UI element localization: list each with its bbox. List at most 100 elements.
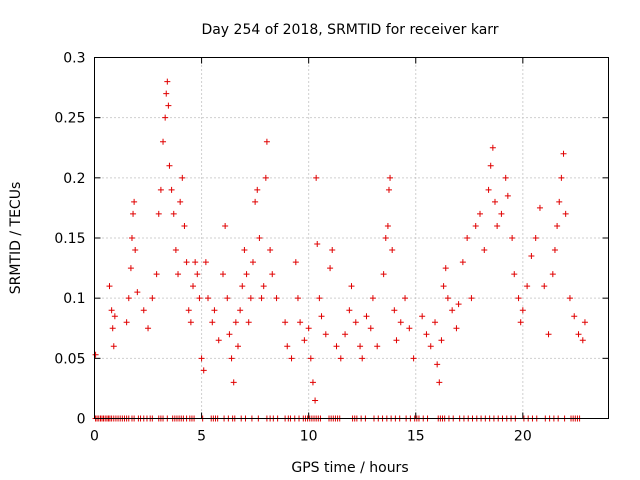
- data-point: [367, 325, 374, 332]
- data-point: [385, 186, 392, 193]
- data-point: [245, 319, 252, 326]
- data-point: [92, 351, 99, 358]
- data-point: [123, 319, 130, 326]
- data-point: [149, 295, 156, 302]
- data-point: [487, 162, 494, 169]
- data-point: [459, 259, 466, 266]
- data-point: [455, 301, 462, 308]
- data-point: [140, 307, 147, 314]
- data-point: [177, 198, 184, 205]
- data-point: [449, 307, 456, 314]
- data-point: [194, 271, 201, 278]
- data-point: [434, 361, 441, 368]
- data-point: [145, 325, 152, 332]
- data-point: [436, 379, 443, 386]
- data-point: [130, 210, 137, 217]
- data-point: [190, 283, 197, 290]
- data-point: [551, 247, 558, 254]
- data-point: [545, 331, 552, 338]
- data-point: [179, 174, 186, 181]
- data-point: [198, 355, 205, 362]
- data-point: [224, 295, 231, 302]
- data-point: [382, 235, 389, 241]
- data-point: [509, 235, 516, 241]
- data-point: [132, 247, 139, 254]
- data-point: [128, 235, 135, 241]
- data-point: [566, 295, 573, 302]
- data-point: [165, 102, 172, 109]
- data-point: [284, 343, 291, 350]
- data-point: [427, 343, 434, 350]
- data-point: [472, 222, 479, 229]
- data-point: [110, 343, 117, 350]
- data-point: [160, 138, 167, 145]
- data-point: [181, 222, 188, 229]
- data-point: [571, 313, 578, 320]
- data-point: [532, 235, 539, 241]
- x-axis-label: GPS time / hours: [291, 460, 408, 476]
- x-tick-label: 15: [407, 429, 425, 445]
- data-point: [249, 259, 256, 266]
- data-point: [292, 259, 299, 266]
- data-point: [384, 222, 391, 229]
- data-point: [489, 144, 496, 151]
- y-tick-label: 0.05: [54, 351, 85, 367]
- data-point: [202, 259, 209, 266]
- y-axis-label: SRMTID / TECUs: [8, 182, 24, 295]
- data-point: [243, 271, 250, 278]
- data-point: [536, 204, 543, 211]
- data-point: [318, 313, 325, 320]
- y-tick-label: 0.2: [63, 171, 85, 187]
- data-point: [477, 210, 483, 217]
- data-point: [562, 210, 569, 217]
- data-point: [575, 331, 582, 338]
- data-point: [359, 355, 366, 362]
- data-point: [228, 355, 235, 362]
- data-point: [232, 319, 239, 326]
- data-point: [313, 174, 320, 181]
- data-point: [209, 319, 216, 326]
- data-point: [164, 78, 171, 85]
- data-point: [346, 307, 353, 314]
- data-point: [363, 313, 370, 320]
- points-layer: [92, 78, 588, 422]
- data-point: [273, 295, 280, 302]
- data-point: [440, 283, 447, 290]
- data-point: [391, 307, 398, 314]
- data-point: [170, 210, 177, 217]
- data-point: [579, 337, 586, 344]
- chart-title: Day 254 of 2018, SRMTID for receiver kar…: [201, 22, 498, 38]
- data-point: [183, 259, 190, 266]
- data-point: [322, 331, 329, 338]
- data-point: [558, 174, 565, 181]
- data-point: [163, 90, 170, 97]
- data-point: [269, 271, 276, 278]
- data-point: [175, 271, 182, 278]
- data-point: [485, 186, 492, 193]
- data-point: [134, 289, 141, 296]
- data-point: [517, 319, 524, 326]
- data-point: [256, 235, 263, 241]
- x-tick-label: 0: [90, 429, 99, 445]
- data-point: [432, 319, 439, 326]
- data-point: [453, 325, 460, 332]
- data-point: [307, 355, 314, 362]
- data-point: [549, 271, 556, 278]
- data-point: [288, 355, 295, 362]
- data-point: [211, 307, 218, 314]
- data-point: [524, 283, 531, 290]
- data-point: [387, 174, 394, 181]
- data-point: [357, 343, 364, 350]
- y-tick-label: 0.3: [63, 51, 85, 67]
- data-point: [162, 114, 169, 121]
- data-point: [125, 295, 132, 302]
- y-tick-label: 0.15: [54, 231, 85, 247]
- y-tick-label: 0: [77, 412, 86, 428]
- data-point: [438, 337, 445, 344]
- grid-layer: [94, 57, 609, 419]
- data-point: [369, 295, 376, 302]
- data-point: [481, 247, 488, 254]
- data-point: [468, 295, 475, 302]
- data-point: [254, 186, 261, 193]
